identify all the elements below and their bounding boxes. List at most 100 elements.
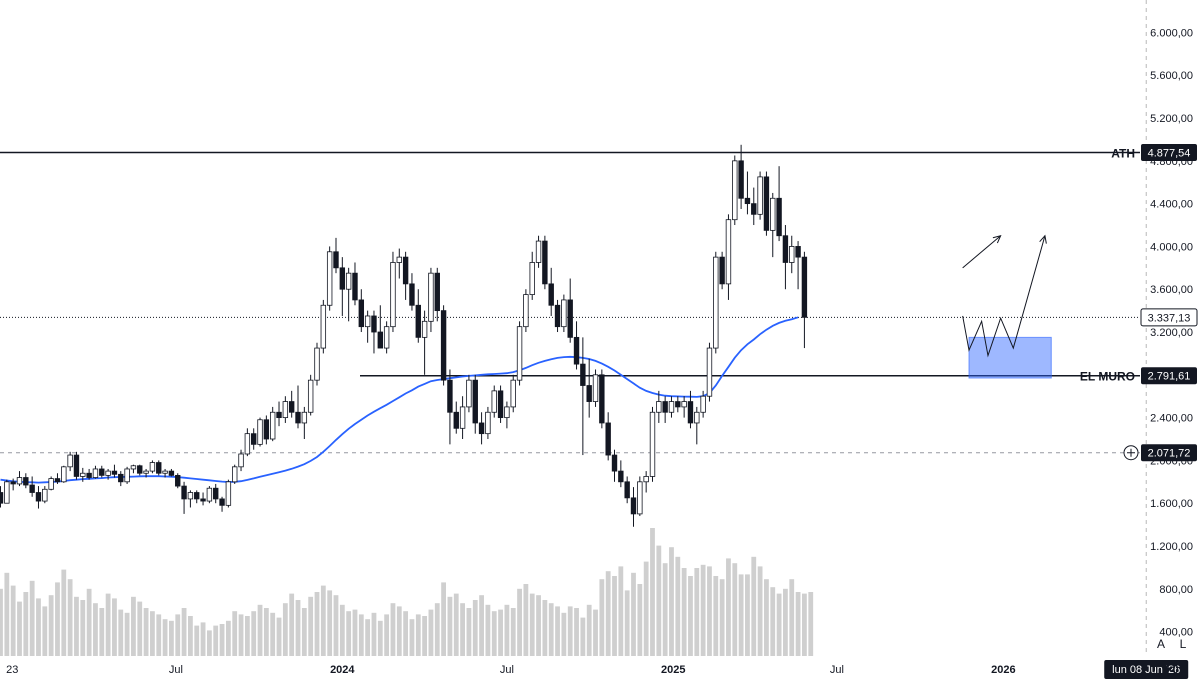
- volume-bar: [802, 593, 807, 656]
- volume-bar: [745, 574, 750, 656]
- candle-body: [105, 470, 111, 476]
- candle-body: [719, 256, 725, 285]
- candle-body: [175, 474, 181, 487]
- volume-bar: [232, 611, 238, 656]
- projection-paths: [962, 234, 1047, 358]
- candle-body: [542, 240, 548, 285]
- candle-body: [770, 197, 776, 231]
- candle-body: [497, 390, 504, 419]
- volume-bar: [498, 609, 503, 656]
- volume-bar: [719, 579, 725, 656]
- candle-body: [295, 411, 301, 424]
- volume-bar: [162, 619, 168, 656]
- moving-average: [0, 316, 799, 484]
- price-axis[interactable]: 400,00800,001.200,001.600,002.000,002.40…: [1150, 27, 1193, 638]
- volume-bar: [48, 595, 54, 656]
- time-axis[interactable]: 23 Jul 2024 Jul 2025 Jul 2026 lun 08 Jun '26: [6, 660, 1189, 679]
- price-tick-label: 800,00: [1159, 584, 1193, 596]
- candle-body: [434, 272, 440, 312]
- volume-bar: [99, 608, 105, 656]
- log-scale-button[interactable]: L: [1179, 637, 1187, 651]
- volume-bar: [352, 609, 358, 656]
- candle-body: [453, 411, 459, 429]
- volume-bar: [169, 620, 174, 656]
- candle-body: [561, 299, 567, 328]
- candles: [0, 144, 808, 527]
- volume-bar: [732, 563, 738, 656]
- time-tick-label: Jul: [500, 664, 514, 676]
- candle-body: [23, 477, 29, 486]
- volume-bar: [17, 601, 22, 656]
- candle-body: [548, 283, 554, 306]
- crosshair-price-label-bg: [1141, 444, 1197, 462]
- volume-bar: [23, 592, 29, 656]
- volume-bar: [213, 625, 219, 656]
- gear-icon[interactable]: [1163, 660, 1181, 678]
- volume-bar: [225, 620, 231, 656]
- candle-body: [232, 466, 238, 483]
- volume-bar: [200, 622, 206, 656]
- candle-body: [447, 379, 453, 413]
- volume-bar: [320, 585, 326, 656]
- candle-body: [345, 272, 352, 290]
- candle-body: [675, 401, 681, 408]
- candle-body: [510, 379, 516, 408]
- volume-bar: [643, 561, 649, 656]
- volume-bar: [333, 595, 339, 656]
- level-name-el-muro: EL MURO: [1080, 370, 1135, 384]
- candle-body: [611, 454, 618, 472]
- volume-bar: [707, 566, 712, 656]
- volume-bar: [301, 608, 307, 656]
- candle-body: [250, 433, 257, 445]
- candle-body: [29, 484, 35, 493]
- auto-scale-button[interactable]: A: [1156, 637, 1165, 651]
- price-tick-label: 5.600,00: [1150, 70, 1193, 82]
- volume-bar: [86, 588, 92, 656]
- volume-bar: [479, 595, 484, 656]
- candle-body: [257, 419, 263, 445]
- volume-bar: [156, 614, 162, 656]
- candle-body: [662, 401, 668, 413]
- volume-bar: [0, 588, 3, 656]
- volume-bar: [124, 612, 130, 656]
- candle-body: [73, 454, 80, 477]
- volume-bar: [441, 582, 446, 656]
- candle-body: [485, 411, 491, 435]
- candle-body: [592, 374, 599, 402]
- volume-bar: [346, 611, 352, 656]
- candle-body: [687, 401, 694, 424]
- volume-bar: [662, 563, 668, 656]
- volume-bar: [29, 580, 35, 656]
- volume-bar: [713, 576, 719, 656]
- volume-bar: [67, 579, 73, 656]
- candle-body: [757, 176, 763, 215]
- volume-bar: [112, 598, 117, 656]
- price-tick-label: 4.400,00: [1150, 199, 1193, 211]
- target-zone-box: [968, 336, 1052, 379]
- candle-body: [681, 401, 687, 408]
- volume-bar: [434, 603, 440, 656]
- volume-bar: [548, 603, 554, 656]
- volume-bar: [593, 609, 598, 656]
- candle-body: [276, 411, 282, 419]
- candle-body: [4, 481, 10, 504]
- candle-body: [124, 468, 130, 483]
- candle-body: [700, 395, 706, 413]
- volume-bar: [688, 576, 693, 656]
- candle-body: [86, 472, 92, 478]
- candle-body: [573, 336, 580, 365]
- candle-body: [586, 385, 592, 402]
- volume-bar: [612, 576, 617, 656]
- projection-path: [962, 235, 1001, 269]
- candle-body: [776, 197, 782, 237]
- volume-bar: [460, 603, 465, 656]
- volume-bar: [308, 596, 314, 656]
- volume-bar: [631, 572, 636, 656]
- candle-body: [358, 299, 365, 328]
- candle-body: [187, 492, 194, 500]
- volume-bar: [105, 593, 111, 656]
- volume-bar: [447, 596, 453, 656]
- crosshair-plus-glyph: [1127, 448, 1135, 457]
- volume-bar: [428, 609, 434, 656]
- volume-bar: [188, 616, 193, 656]
